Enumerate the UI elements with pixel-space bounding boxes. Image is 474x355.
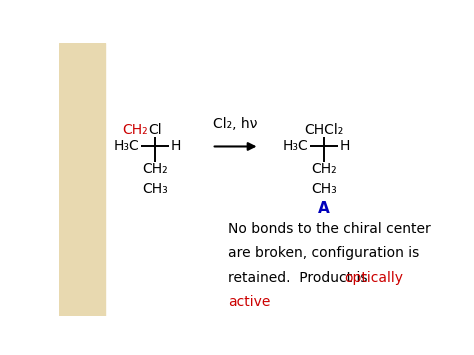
Text: CH₂: CH₂ (122, 123, 148, 137)
Text: CH₂: CH₂ (142, 162, 168, 176)
Text: CH₃: CH₃ (142, 182, 168, 196)
Text: active: active (228, 295, 271, 310)
Text: A: A (318, 201, 329, 216)
Text: are broken, configuration is: are broken, configuration is (228, 246, 419, 260)
Text: Cl: Cl (148, 123, 162, 137)
Text: H: H (170, 140, 181, 153)
Text: CHCl₂: CHCl₂ (304, 123, 343, 137)
Text: CH₂: CH₂ (311, 162, 337, 176)
Text: retained.  Product is: retained. Product is (228, 271, 372, 285)
Text: optically: optically (344, 271, 403, 285)
Text: H₃C: H₃C (114, 140, 139, 153)
Text: H₃C: H₃C (283, 140, 308, 153)
Bar (59, 43, 105, 316)
Text: Cl₂, hν: Cl₂, hν (213, 118, 258, 131)
Text: No bonds to the chiral center: No bonds to the chiral center (228, 222, 431, 236)
Text: H: H (339, 140, 349, 153)
Text: CH₃: CH₃ (311, 182, 337, 196)
